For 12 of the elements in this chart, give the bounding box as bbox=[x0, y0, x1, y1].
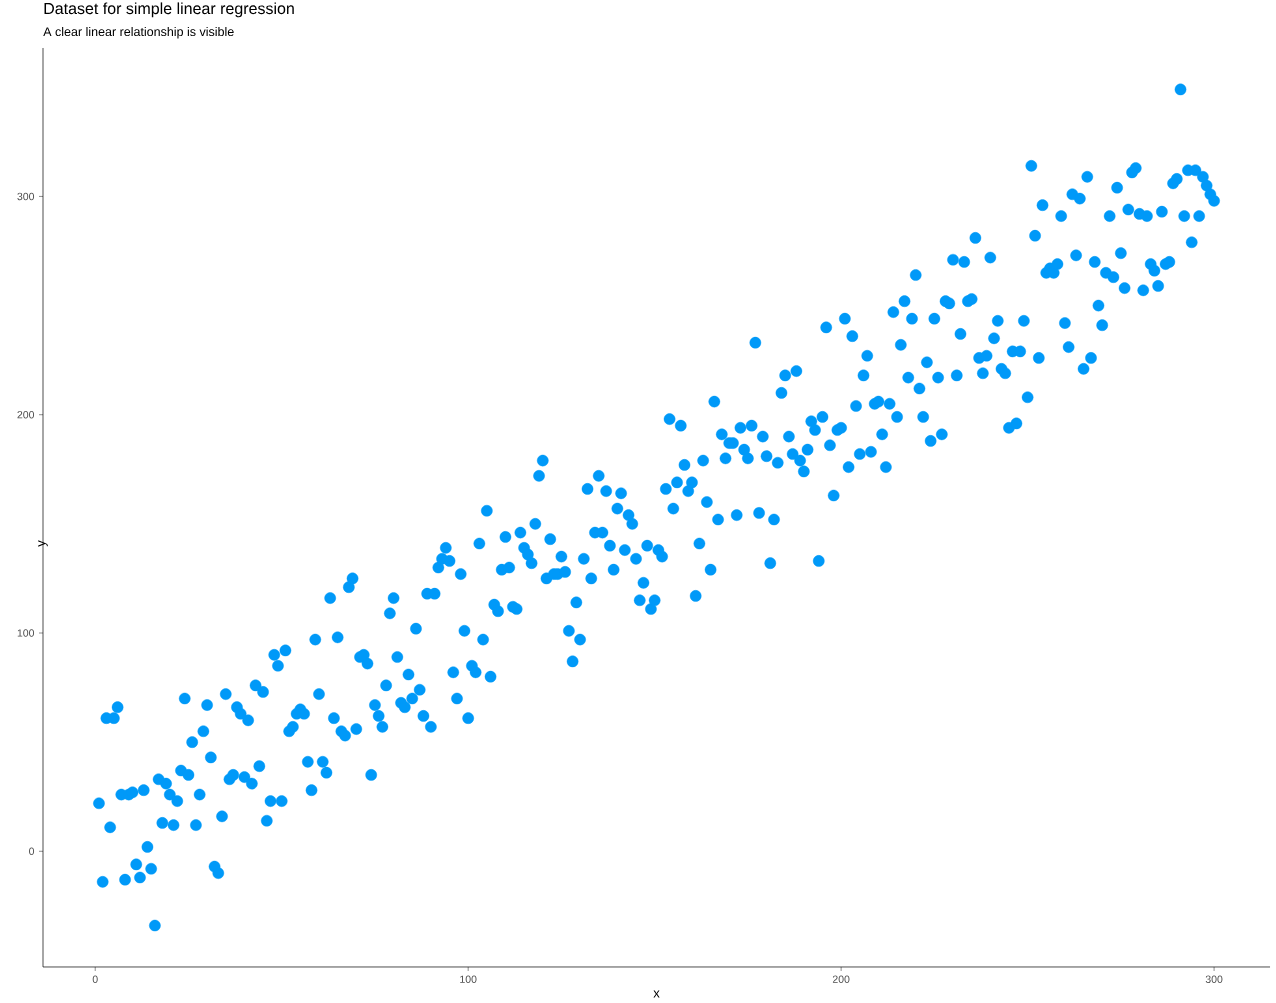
y-axis-title: y bbox=[38, 540, 48, 547]
y-tick-label: 100 bbox=[17, 629, 35, 637]
x-tick-label: 0 bbox=[92, 975, 98, 983]
y-tick-label: 0 bbox=[29, 847, 35, 856]
x-tick-label: 100 bbox=[460, 975, 477, 983]
y-tick-label: 300 bbox=[17, 192, 35, 201]
x-tick-label: 200 bbox=[832, 975, 850, 983]
y-tick-label: 200 bbox=[17, 411, 35, 419]
x-axis-title: x bbox=[653, 990, 660, 998]
x-tick-label: 300 bbox=[1205, 975, 1223, 983]
chart-title: Dataset for simple linear regression bbox=[44, 2, 294, 18]
chart-subtitle: A clear linear relationship is visible bbox=[43, 26, 234, 39]
